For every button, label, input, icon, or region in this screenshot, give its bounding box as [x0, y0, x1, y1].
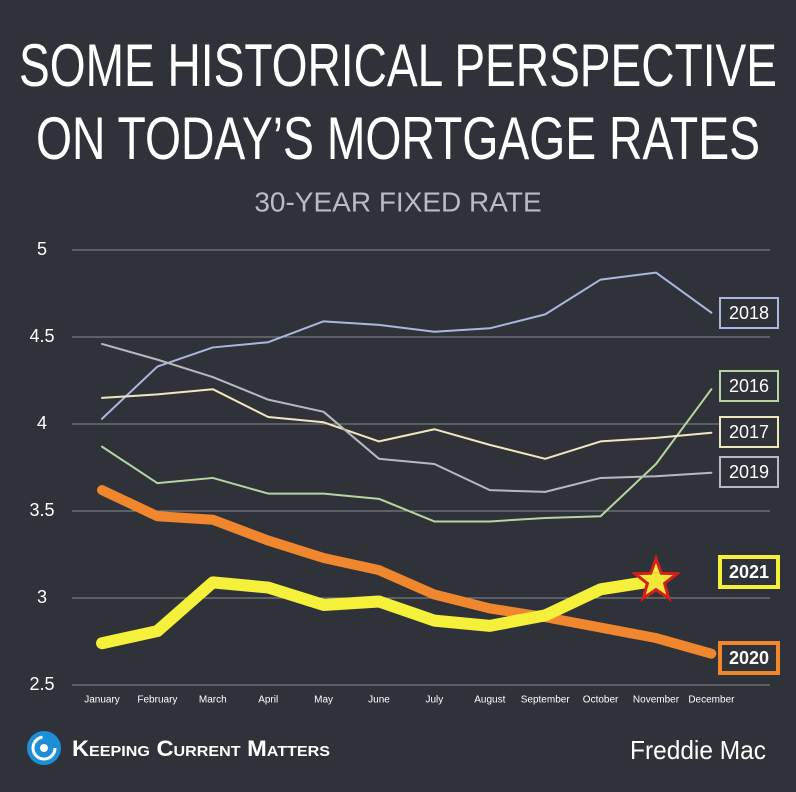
x-tick-label: June — [368, 695, 390, 706]
star-marker — [630, 554, 682, 602]
legend-box — [718, 641, 780, 675]
y-tick-label: 2.5 — [29, 674, 54, 694]
x-tick-label: July — [426, 695, 444, 706]
x-tick-label: January — [84, 695, 120, 706]
brand-logo — [27, 731, 61, 765]
legend-box — [718, 555, 780, 589]
series-line — [101, 342, 713, 493]
legend-box — [719, 416, 779, 448]
series-line — [97, 485, 717, 659]
legend-box — [719, 370, 779, 402]
x-tick-label: November — [633, 695, 680, 706]
y-tick-label: 4 — [37, 413, 47, 433]
chart-title: ON TODAY’S MORTGAGE RATES — [36, 105, 760, 172]
legend-label: 2018 — [729, 303, 769, 323]
series-line — [101, 388, 713, 460]
x-tick-label: October — [583, 695, 619, 706]
x-tick-label: May — [314, 695, 333, 706]
brand-name: Keeping Current Matters — [72, 736, 330, 761]
legend-label: 2021 — [729, 562, 769, 582]
x-tick-label: September — [521, 695, 571, 706]
x-tick-label: February — [137, 695, 177, 706]
legend-label: 2020 — [729, 648, 769, 668]
legend-box — [719, 297, 779, 329]
source: Freddie Mac — [630, 735, 766, 765]
y-tick-label: 5 — [37, 239, 47, 259]
chart-title: SOME HISTORICAL PERSPECTIVE — [19, 32, 777, 99]
x-tick-label: December — [688, 695, 735, 706]
series-line — [101, 271, 713, 420]
y-tick-label: 3 — [37, 587, 47, 607]
legend-box — [719, 456, 779, 488]
legend-label: 2019 — [729, 462, 769, 482]
y-tick-label: 4.5 — [29, 326, 54, 346]
chart-subtitle: 30-YEAR FIXED RATE — [254, 186, 541, 217]
legend-label: 2017 — [729, 422, 769, 442]
x-tick-label: April — [258, 695, 278, 706]
x-tick-label: August — [474, 695, 505, 706]
legend-label: 2016 — [729, 376, 769, 396]
x-tick-label: March — [199, 695, 227, 706]
series-line — [101, 388, 713, 523]
series-line — [96, 574, 662, 650]
y-tick-label: 3.5 — [29, 500, 54, 520]
